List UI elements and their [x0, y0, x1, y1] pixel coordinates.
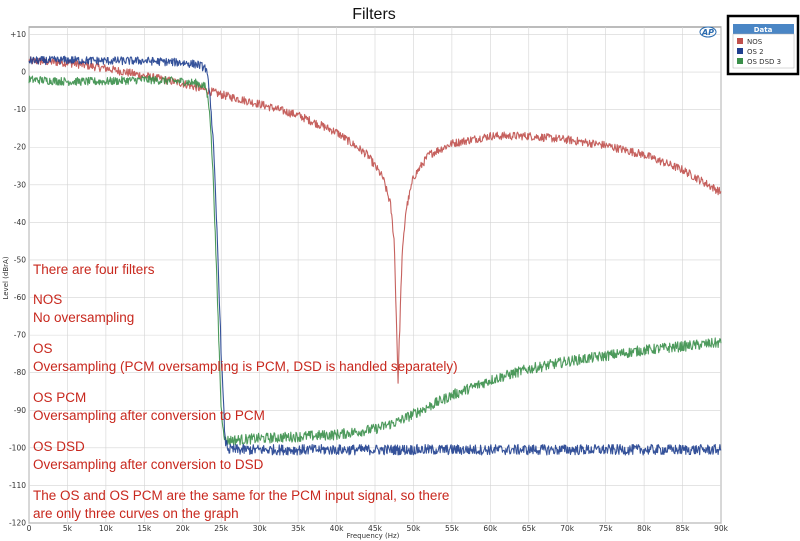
- y-tick-label: -60: [14, 293, 26, 302]
- y-tick-label: -70: [14, 331, 26, 340]
- x-tick-label: 70k: [560, 524, 575, 533]
- grid-lines: [28, 27, 722, 524]
- x-tick-label: 90k: [714, 524, 729, 533]
- x-tick-label: 5k: [63, 524, 73, 533]
- y-tick-label: -110: [9, 481, 26, 490]
- legend-header: [733, 24, 794, 34]
- x-tick-label: 20k: [176, 524, 191, 533]
- annotation-line: OS DSD: [33, 439, 85, 454]
- series-line-os-2: [28, 55, 722, 456]
- x-axis-label: Frequency (Hz): [347, 532, 400, 540]
- x-tick-label: 60k: [483, 524, 498, 533]
- ap-logo-ring: [699, 26, 717, 38]
- x-tick-label: 40k: [330, 524, 345, 533]
- y-tick-label: -10: [14, 105, 26, 114]
- series-line-os-dsd-3: [28, 75, 722, 446]
- y-tick-label: -120: [9, 519, 26, 528]
- legend-entry-os-dsd: OS DSD 3: [747, 58, 781, 66]
- x-tick-label: 15k: [137, 524, 152, 533]
- legend-entry-os: OS 2: [747, 48, 764, 56]
- x-tick-label: 75k: [599, 524, 614, 533]
- annotation-line: OS: [33, 341, 53, 356]
- x-tick-label: 65k: [522, 524, 537, 533]
- legend-swatch-os: [737, 48, 743, 54]
- legend: Data NOS OS 2 OS DSD 3: [726, 14, 800, 76]
- y-tick-label: -30: [14, 180, 26, 189]
- annotation-block: There are four filters NOS No oversampli…: [33, 262, 458, 521]
- x-tick-label: 35k: [291, 524, 306, 533]
- annotation-line: are only three curves on the graph: [33, 506, 239, 521]
- annotation-line: NOS: [33, 292, 62, 307]
- x-tick-label: 45k: [368, 524, 383, 533]
- x-tick-label: 50k: [406, 524, 421, 533]
- ap-logo: AP: [699, 26, 717, 38]
- y-axis-ticks: +10 0 -10 -20 -30 -40 -50 -60 -70 -80 -90 -100 -110 -…: [9, 30, 26, 527]
- annotation-line: OS PCM: [33, 390, 86, 405]
- series-layer: [28, 55, 722, 456]
- legend-body: [732, 33, 795, 69]
- y-tick-label: -50: [14, 255, 26, 264]
- y-axis-label: Level (dBrA): [2, 256, 10, 299]
- x-tick-label: 30k: [253, 524, 268, 533]
- legend-title: Data: [754, 26, 773, 34]
- series-line-nos: [28, 56, 722, 384]
- legend-entry-nos: NOS: [747, 38, 763, 46]
- annotation-line: The OS and OS PCM are the same for the P…: [33, 488, 449, 503]
- x-tick-label: 10k: [99, 524, 114, 533]
- y-tick-label: -40: [14, 218, 26, 227]
- y-tick-label: +10: [10, 30, 26, 39]
- annotation-line: No oversampling: [33, 310, 134, 325]
- x-tick-label: 25k: [214, 524, 229, 533]
- annotation-line: Oversampling after conversion to PCM: [33, 408, 265, 423]
- x-tick-label: 80k: [637, 524, 652, 533]
- chart-title: Filters: [352, 6, 396, 23]
- y-tick-label: -80: [14, 368, 26, 377]
- y-tick-label: 0: [21, 68, 26, 77]
- x-tick-label: 55k: [445, 524, 460, 533]
- x-tick-label: 85k: [676, 524, 691, 533]
- annotation-line: Oversampling (PCM oversampling is PCM, D…: [33, 359, 458, 374]
- y-tick-label: -20: [14, 143, 26, 152]
- annotation-line: There are four filters: [33, 262, 155, 277]
- y-tick-label: -100: [9, 443, 26, 452]
- annotation-line: Oversampling after conversion to DSD: [33, 457, 264, 472]
- legend-swatch-os-dsd: [737, 58, 743, 64]
- x-axis-ticks: 0 5k 10k 15k 20k 25k 30k 35k 40k 45k 50k 55k 60k 65k 7…: [27, 524, 729, 533]
- ap-logo-text: AP: [701, 28, 714, 37]
- legend-swatch-nos: [737, 38, 743, 44]
- x-tick-label: 0: [27, 524, 32, 533]
- y-tick-label: -90: [14, 406, 26, 415]
